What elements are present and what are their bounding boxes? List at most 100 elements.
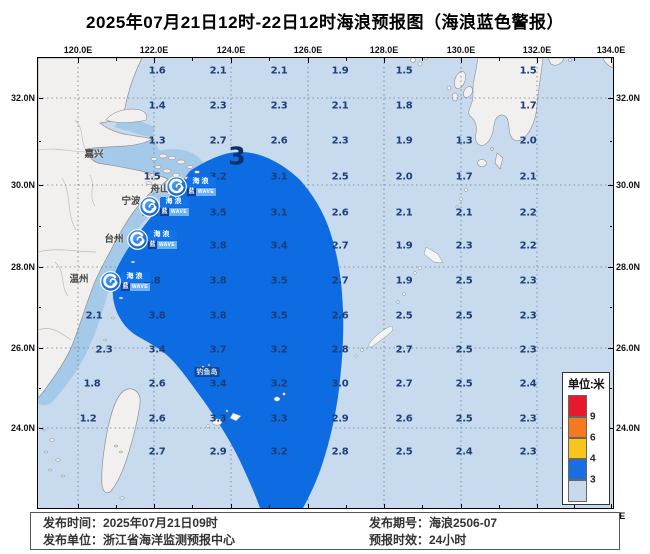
- page-title: 2025年07月21日12时-22日12时海浪预报图（海浪蓝色警报）: [85, 13, 565, 32]
- wave-height-value: 3.1: [270, 171, 288, 183]
- axis-tick: [608, 184, 613, 186]
- wave-height-value: 2.1: [331, 100, 349, 112]
- wave-height-value: 2.4: [519, 378, 537, 390]
- axis-tick: [38, 141, 42, 142]
- legend-swatch: [568, 479, 587, 502]
- wave-height-value: 3.3: [270, 413, 288, 425]
- province-borders: [38, 119, 97, 341]
- wave-height-value: 2.1: [455, 207, 473, 219]
- axis-tick: [345, 58, 347, 61]
- wave-height-value: 2.3: [519, 413, 537, 425]
- wave-height-value: 3.1: [270, 207, 288, 219]
- wave-height-value: 2.7: [331, 240, 349, 252]
- legend-swatch: [568, 458, 587, 481]
- wave-height-value: 2.3: [331, 135, 349, 147]
- wave-height-value: 2.6: [395, 413, 413, 425]
- axis-tick: [422, 58, 423, 61]
- lat-label-right: 32.0N: [616, 93, 641, 103]
- wave-warning-badge: 海浪 蓝 WAVE: [100, 271, 154, 293]
- axis-tick: [610, 503, 612, 508]
- wave-height-value: 1.9: [395, 275, 413, 287]
- wave-height-value: 2.7: [209, 135, 227, 147]
- wave-height-value: 1.2: [79, 413, 97, 425]
- wave-height-value: 2.5: [331, 171, 349, 183]
- lon-label-top: 124.0E: [216, 45, 246, 55]
- wave-height-value: 1.5: [395, 65, 413, 77]
- wave-height-value: 2.5: [455, 344, 473, 356]
- wave-height-value: 2.6: [148, 413, 166, 425]
- badge-level: 蓝: [187, 188, 196, 196]
- wave-height-value: 3.8: [209, 240, 227, 252]
- wave-height-value: 3.2: [270, 378, 288, 390]
- wave-height-value: 2.7: [331, 275, 349, 287]
- legend-swatch: [568, 416, 587, 439]
- badge-level: 蓝: [121, 283, 130, 291]
- legend-boundary-label: 6: [590, 432, 596, 444]
- axis-tick: [608, 97, 613, 99]
- wave-height-value: 3.5: [270, 310, 288, 322]
- wave-height-value: 3.8: [209, 275, 227, 287]
- wave-icon: [166, 176, 187, 197]
- legend-swatch: [568, 437, 587, 460]
- badge-level: 蓝: [148, 241, 157, 249]
- axis-tick: [610, 58, 612, 63]
- legend-swatch: [568, 395, 587, 418]
- wave-height-value: 2.6: [270, 135, 288, 147]
- wave-height-value: 2.1: [209, 65, 227, 77]
- wave-height-value: 1.7: [455, 171, 473, 183]
- axis-tick: [192, 58, 193, 61]
- wave-height-value: 2.2: [519, 240, 537, 252]
- wave-icon: [100, 271, 121, 292]
- wave-height-value: 1.3: [148, 135, 166, 147]
- lon-label-top: 130.0E: [446, 45, 476, 55]
- legend-boundary-label: 9: [590, 411, 596, 423]
- wave-height-value: 1.4: [148, 100, 166, 112]
- wave-height-value: 2.9: [209, 446, 227, 458]
- wave-height-value: 3.2: [209, 171, 227, 183]
- footer-field: 发布时间：2025年07月21日09时: [43, 515, 218, 530]
- lon-label-top: 128.0E: [369, 45, 399, 55]
- axis-tick: [573, 58, 575, 61]
- legend-boundary-label: 4: [590, 453, 596, 465]
- wave-height-value: 2.8: [331, 446, 349, 458]
- axis-tick: [115, 58, 117, 61]
- lon-label-top: 132.0E: [522, 45, 552, 55]
- lat-label-left: 30.0N: [10, 180, 35, 190]
- wave-height-value: 1.9: [395, 135, 413, 147]
- axis-tick: [383, 58, 385, 63]
- footer-field: 发布期号：海浪2506-07: [369, 515, 498, 530]
- axis-tick: [153, 503, 155, 508]
- wave-height-value: 3.4: [270, 240, 288, 252]
- ryukyu-islands: [201, 188, 468, 428]
- axis-tick: [307, 503, 309, 508]
- wave-height-value: 2.3: [209, 100, 227, 112]
- city-label-台州: 台州: [104, 234, 124, 245]
- wave-icon: [127, 229, 148, 250]
- wave-warning-zone: [112, 151, 344, 508]
- badge-title: 海浪: [165, 198, 184, 205]
- wave-height-value: 2.3: [519, 446, 537, 458]
- lon-label-top: 122.0E: [139, 45, 169, 55]
- wave-height-value: 3.2: [270, 344, 288, 356]
- wave-height-value: 2.0: [395, 171, 413, 183]
- wave-height-value: 1.3: [455, 135, 473, 147]
- wave-height-value: 2.6: [331, 310, 349, 322]
- wave-height-value: 2.8: [331, 344, 349, 356]
- lat-label-right: 24.0N: [616, 423, 641, 433]
- axis-tick: [383, 503, 385, 508]
- axis-tick: [38, 387, 42, 389]
- badge-level-en: WAVE: [196, 188, 216, 196]
- axis-tick: [38, 97, 43, 99]
- mainland-china: [38, 58, 169, 399]
- axis-tick: [77, 503, 79, 508]
- axis-tick: [38, 225, 42, 227]
- legend-color-scale: [568, 395, 587, 502]
- badge-level-en: WAVE: [169, 208, 189, 216]
- wave-height-value: 2.2: [519, 207, 537, 219]
- badge-title: 海浪: [153, 231, 172, 238]
- axis-tick: [269, 58, 270, 61]
- axis-tick: [345, 505, 347, 508]
- wave-height-value: 2.1: [270, 65, 288, 77]
- badge-level-en: WAVE: [130, 283, 150, 291]
- chongming-island: [105, 108, 148, 123]
